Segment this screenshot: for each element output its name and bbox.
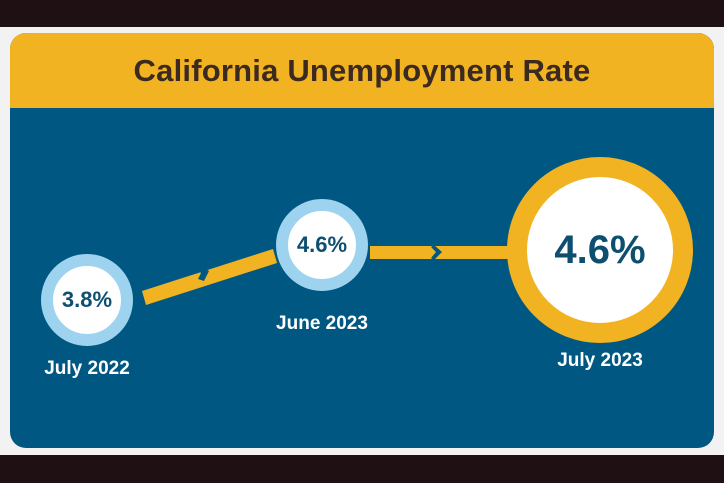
period-label: July 2022 (44, 358, 130, 379)
rate-bubble-july-2022: 3.8% (41, 254, 133, 346)
infographic-title: California Unemployment Rate (133, 52, 591, 88)
period-label: July 2023 (557, 350, 643, 371)
infographic-card: California Unemployment Rate 3.8% July 2… (10, 33, 714, 448)
rate-bubble-june-2023: 4.6% (276, 199, 368, 291)
connector-segment-1 (142, 249, 277, 305)
chevron-arrow-icon (196, 266, 209, 281)
period-label: June 2023 (276, 313, 368, 334)
top-frame-bar (0, 0, 724, 27)
bottom-frame-bar (0, 455, 724, 483)
rate-bubble-july-2023: 4.6% (507, 157, 693, 343)
rate-value: 4.6% (296, 232, 348, 257)
rate-value: 4.6% (554, 227, 646, 272)
rate-value: 3.8% (61, 287, 113, 312)
title-bar: California Unemployment Rate (10, 33, 714, 108)
connector-lines (142, 245, 510, 305)
chevron-arrow-icon (431, 245, 442, 260)
